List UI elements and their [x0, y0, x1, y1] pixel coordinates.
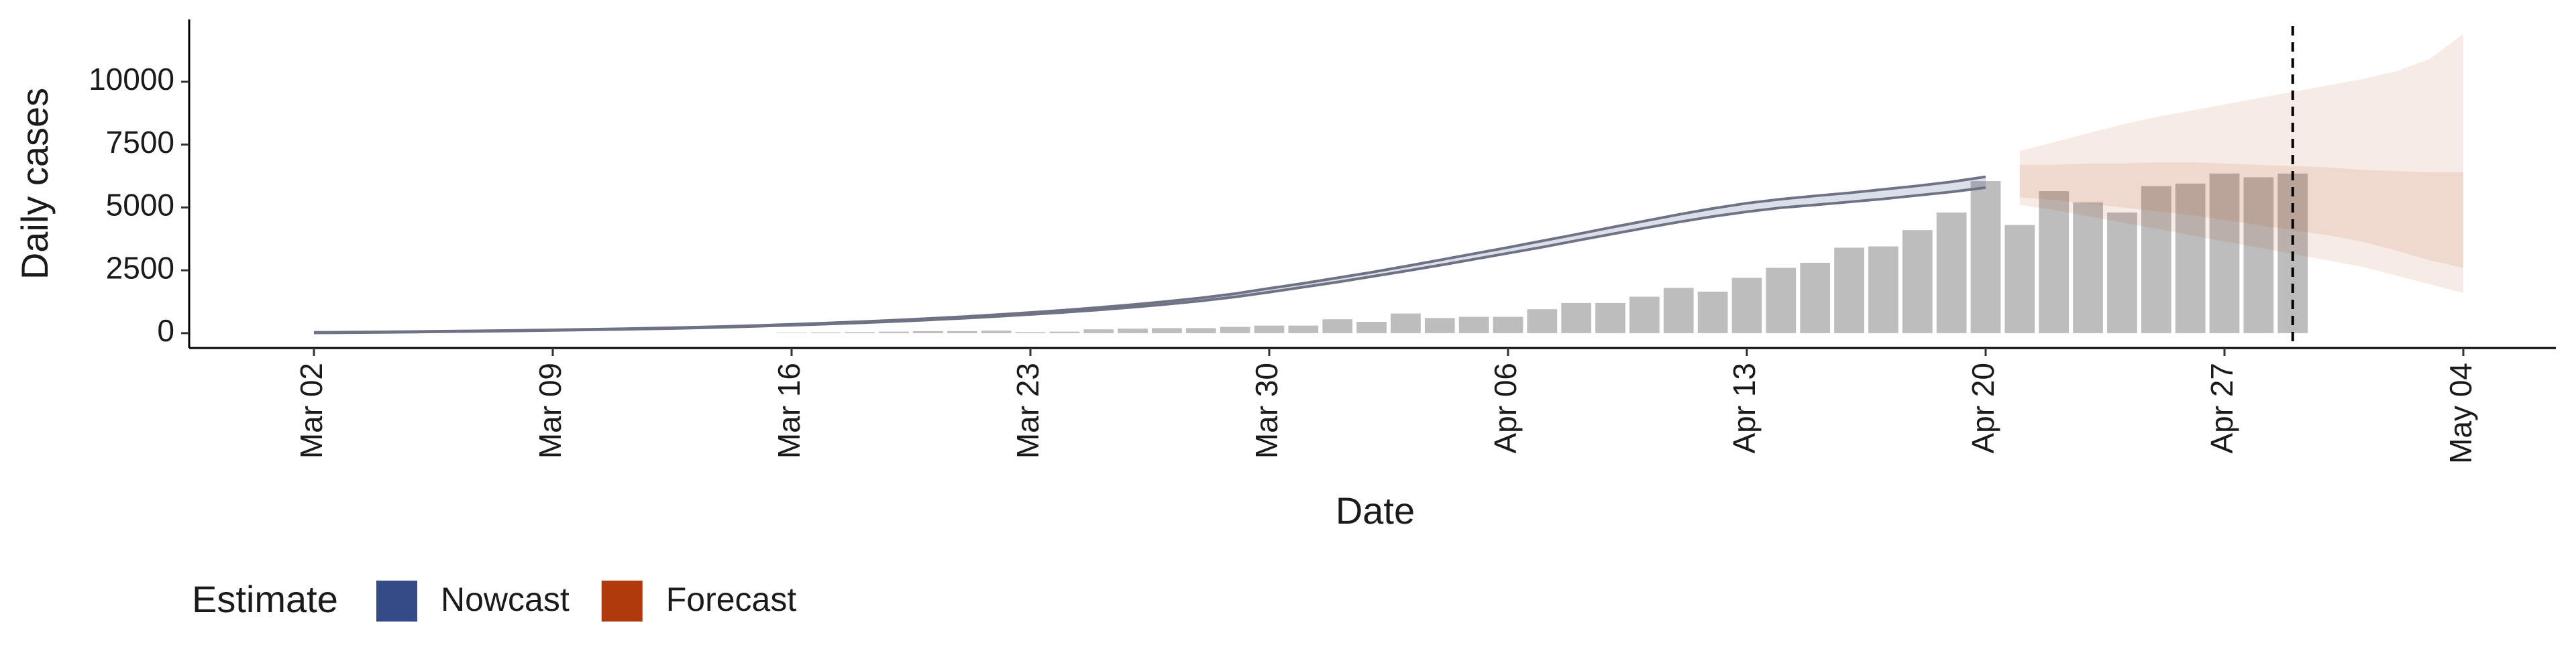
bar: [1527, 309, 1558, 333]
bar: [2004, 225, 2035, 333]
bar: [1118, 329, 1148, 333]
bar: [1152, 328, 1182, 333]
y-tick-label: 5000: [106, 188, 174, 223]
bar: [1970, 181, 2001, 333]
legend-swatch: [601, 581, 643, 622]
x-tick-label: Apr 20: [1966, 363, 2000, 454]
bar: [1493, 316, 1523, 333]
x-tick-label: Mar 16: [771, 363, 806, 459]
bar: [1220, 327, 1250, 333]
bar: [1800, 262, 1831, 333]
x-tick-label: Apr 13: [1727, 363, 1762, 454]
bar: [1083, 329, 1114, 333]
y-tick-label: 10000: [89, 62, 174, 97]
x-tick-label: Apr 06: [1488, 363, 1523, 454]
y-tick-label: 7500: [106, 125, 174, 160]
band: [2019, 162, 2463, 268]
bar: [1185, 328, 1216, 333]
bar: [1322, 319, 1353, 333]
bar: [2209, 173, 2240, 333]
legend-title: Estimate: [192, 578, 338, 620]
bar: [1595, 302, 1625, 333]
bar: [2073, 202, 2103, 333]
bar: [1391, 313, 1421, 333]
bar: [1902, 230, 1933, 333]
bar: [1697, 292, 1728, 333]
bar: [845, 332, 875, 333]
bar: [1254, 325, 1285, 333]
bar: [879, 331, 909, 333]
x-tick-label: Mar 02: [294, 363, 329, 459]
x-tick-label: May 04: [2443, 363, 2478, 464]
bar: [1561, 302, 1592, 333]
x-tick-label: Mar 30: [1249, 363, 1284, 459]
bar: [913, 331, 943, 333]
legend-label: Forecast: [666, 581, 797, 618]
x-tick-label: Mar 09: [533, 363, 568, 459]
legend-label: Nowcast: [441, 581, 570, 618]
legend-swatch: [376, 581, 417, 622]
band: [2019, 34, 2463, 293]
bar: [1356, 322, 1387, 333]
bar: [981, 331, 1012, 333]
bar: [2039, 191, 2070, 333]
bar: [947, 331, 977, 333]
y-tick-label: 2500: [106, 250, 174, 285]
bar: [1458, 316, 1489, 333]
y-axis-title: Daily cases: [13, 88, 56, 280]
bar: [1936, 212, 1967, 333]
bar: [1663, 288, 1694, 333]
x-axis-title: Date: [1336, 489, 1415, 532]
y-tick-label: 0: [157, 313, 174, 348]
bar: [2243, 177, 2274, 333]
bar: [2107, 212, 2137, 333]
x-tick-label: Apr 27: [2204, 363, 2239, 454]
bar: [2175, 183, 2206, 333]
bar: [1629, 296, 1660, 333]
bar: [1766, 268, 1796, 333]
bar: [1834, 247, 1864, 333]
bar: [1049, 331, 1080, 333]
bar: [1424, 318, 1455, 333]
bar: [1868, 246, 1898, 333]
bar: [1288, 325, 1319, 333]
bar: [2141, 186, 2171, 333]
bar: [1731, 278, 1762, 333]
band-edge: [313, 186, 1986, 335]
x-tick-label: Mar 23: [1010, 363, 1045, 459]
bar: [1015, 332, 1046, 333]
